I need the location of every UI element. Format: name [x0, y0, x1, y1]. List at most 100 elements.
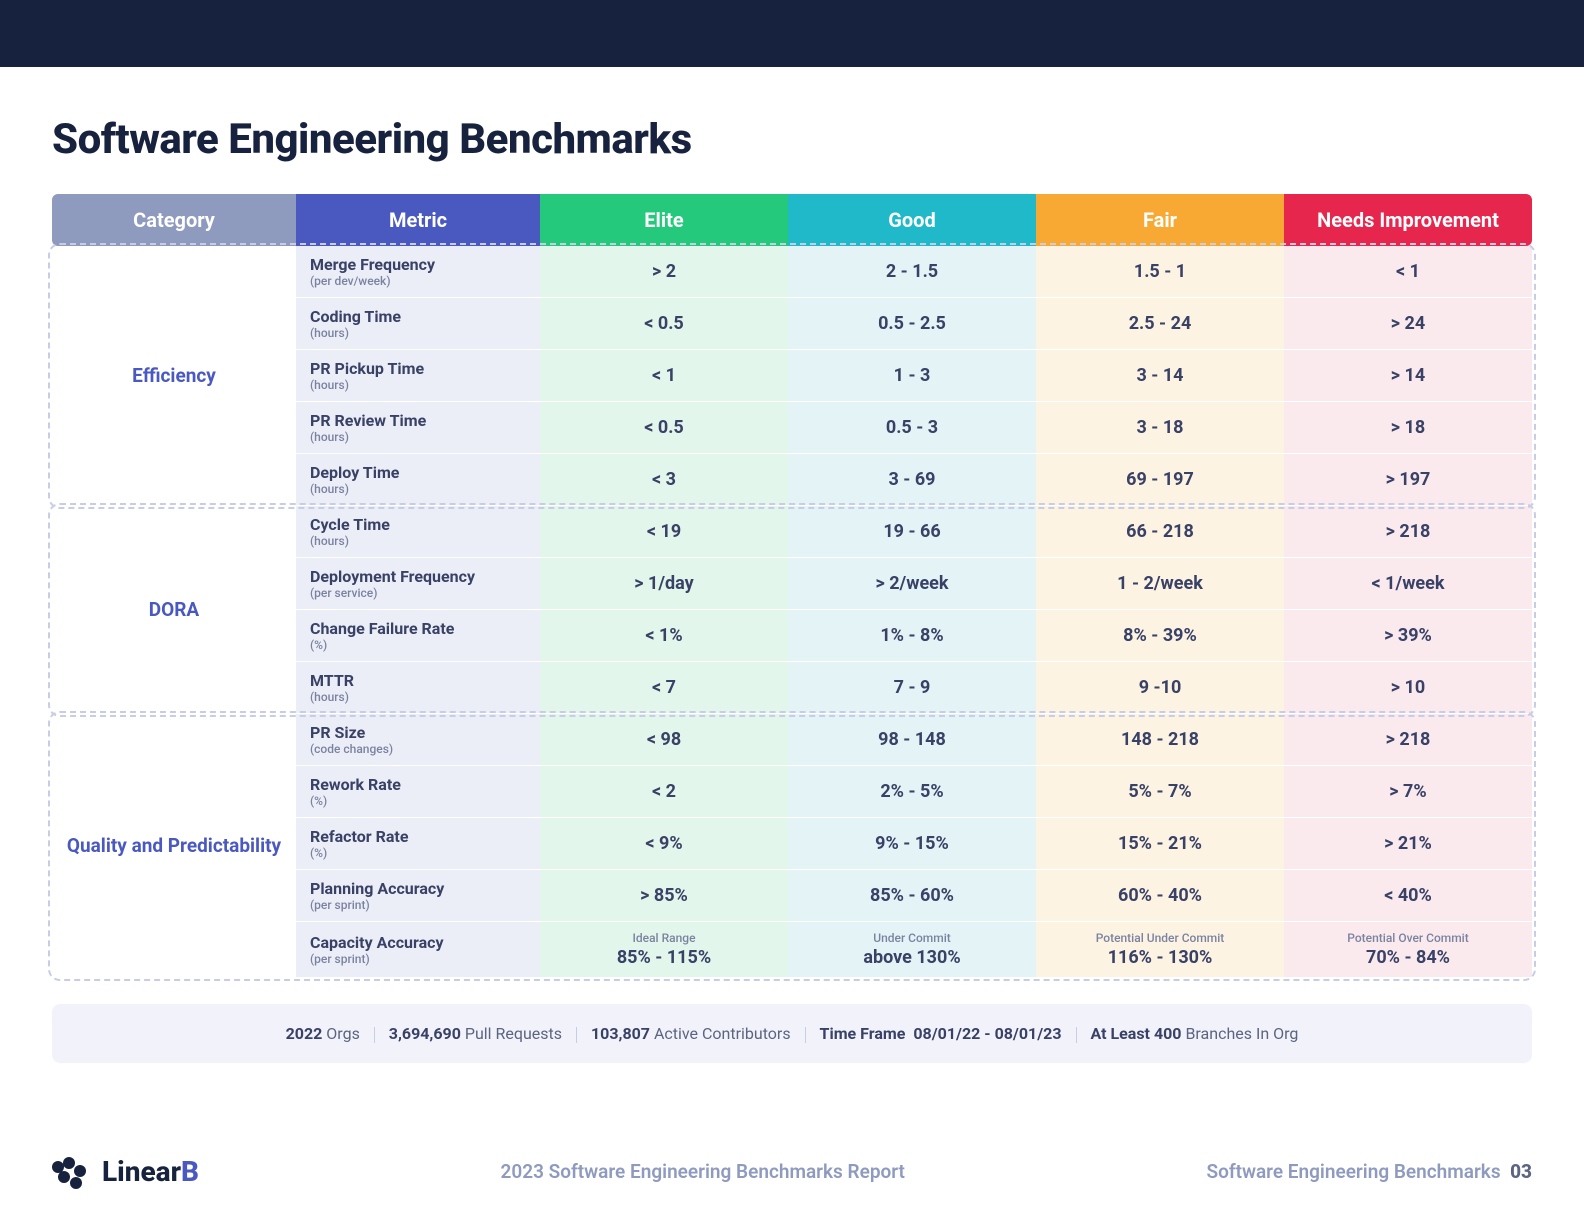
benchmarks-table: Category Metric Elite Good Fair Needs Im… [52, 194, 1532, 978]
metric-unit: (per dev/week) [310, 274, 526, 288]
metric-unit: (per sprint) [310, 898, 526, 912]
brand-main: Linear [102, 1155, 181, 1188]
value-text: 8% - 39% [1123, 625, 1197, 646]
top-bar [0, 0, 1584, 67]
value-text: < 7 [652, 677, 676, 698]
value-text: > 21% [1384, 833, 1432, 854]
metric-name: Planning Accuracy [310, 879, 526, 898]
value-text: 7 - 9 [894, 677, 931, 698]
value-cell-needs: > 218 [1284, 506, 1532, 558]
value-cell-fair: 15% - 21% [1036, 818, 1284, 870]
value-text: < 19 [647, 521, 681, 542]
footer-page-number: 03 [1510, 1160, 1532, 1183]
value-text: > 2/week [875, 573, 948, 594]
value-text: 2% - 5% [880, 781, 943, 802]
metric-unit: (per service) [310, 586, 526, 600]
value-cell-needs: < 40% [1284, 870, 1532, 922]
value-text: 85% - 115% [617, 947, 711, 968]
metric-name: Rework Rate [310, 775, 526, 794]
value-text: 85% - 60% [870, 885, 954, 906]
metric-name: Coding Time [310, 307, 526, 326]
metric-unit: (%) [310, 794, 526, 808]
value-text: < 2 [652, 781, 676, 802]
footer-section-name: Software Engineering Benchmarks [1206, 1160, 1500, 1183]
metric-unit: (%) [310, 846, 526, 860]
value-cell-elite: < 98 [540, 714, 788, 766]
metric-name: Refactor Rate [310, 827, 526, 846]
value-text: 9% - 15% [875, 833, 949, 854]
value-cell-needs: > 218 [1284, 714, 1532, 766]
stats-timeframe-label: Time Frame [820, 1024, 906, 1043]
value-text: > 24 [1391, 313, 1425, 334]
value-text: 98 - 148 [878, 729, 946, 750]
value-cell-good: 2% - 5% [788, 766, 1036, 818]
content-area: Software Engineering Benchmarks Category… [0, 67, 1584, 1063]
metric-cell: Deployment Frequency(per service) [296, 558, 540, 610]
value-text: 2 - 1.5 [886, 261, 938, 282]
value-cell-fair: 2.5 - 24 [1036, 298, 1284, 350]
page-title: Software Engineering Benchmarks [52, 115, 1532, 164]
value-cell-elite: < 1% [540, 610, 788, 662]
metric-cell: Planning Accuracy(per sprint) [296, 870, 540, 922]
value-cell-needs: > 7% [1284, 766, 1532, 818]
value-text: < 3 [652, 469, 676, 490]
value-text: > 1/day [634, 573, 693, 594]
value-cell-fair: 9 -10 [1036, 662, 1284, 714]
value-cell-good: 1 - 3 [788, 350, 1036, 402]
stats-branches-suffix: Branches In Org [1185, 1024, 1298, 1043]
value-cell-fair: 3 - 18 [1036, 402, 1284, 454]
value-text: 1 - 2/week [1117, 573, 1203, 594]
value-cell-elite: < 19 [540, 506, 788, 558]
category-cell: Quality and Predictability [52, 714, 296, 978]
metric-name: Deployment Frequency [310, 567, 526, 586]
value-cell-elite: < 2 [540, 766, 788, 818]
value-sublabel: Under Commit [802, 931, 1022, 945]
value-text: > 218 [1386, 521, 1431, 542]
metric-name: Deploy Time [310, 463, 526, 482]
value-cell-needs: > 10 [1284, 662, 1532, 714]
stats-year-label: Orgs [326, 1024, 360, 1043]
header-fair: Fair [1036, 194, 1284, 246]
value-text: above 130% [863, 947, 960, 968]
value-cell-elite: < 0.5 [540, 402, 788, 454]
stats-prs: 3,694,690 [389, 1024, 461, 1043]
value-text: 66 - 218 [1126, 521, 1194, 542]
metric-cell: PR Pickup Time(hours) [296, 350, 540, 402]
table-header-row: Category Metric Elite Good Fair Needs Im… [52, 194, 1532, 246]
metric-cell: PR Review Time(hours) [296, 402, 540, 454]
table-row: DORACycle Time(hours)< 1919 - 6666 - 218… [52, 506, 1532, 558]
value-cell-fair: 1 - 2/week [1036, 558, 1284, 610]
value-text: 69 - 197 [1126, 469, 1194, 490]
metric-name: PR Pickup Time [310, 359, 526, 378]
value-cell-fair: 60% - 40% [1036, 870, 1284, 922]
value-text: < 1 [1396, 261, 1420, 282]
value-cell-needs: > 21% [1284, 818, 1532, 870]
value-cell-elite: > 2 [540, 246, 788, 298]
metric-name: Capacity Accuracy [310, 933, 526, 952]
value-text: < 1/week [1372, 573, 1445, 594]
value-text: < 1% [645, 625, 682, 646]
value-text: 116% - 130% [1108, 947, 1213, 968]
value-cell-needs: > 39% [1284, 610, 1532, 662]
value-text: > 18 [1391, 417, 1425, 438]
metric-cell: Merge Frequency(per dev/week) [296, 246, 540, 298]
metric-name: PR Size [310, 723, 526, 742]
value-cell-good: 3 - 69 [788, 454, 1036, 506]
value-cell-good: > 2/week [788, 558, 1036, 610]
value-cell-elite: < 3 [540, 454, 788, 506]
value-text: 2.5 - 24 [1129, 313, 1192, 334]
value-cell-good: 85% - 60% [788, 870, 1036, 922]
metric-unit: (code changes) [310, 742, 526, 756]
value-text: 70% - 84% [1366, 947, 1450, 968]
header-good: Good [788, 194, 1036, 246]
stats-contributors-label: Active Contributors [654, 1024, 791, 1043]
value-text: 5% - 7% [1128, 781, 1191, 802]
footer-report-title: 2023 Software Engineering Benchmarks Rep… [501, 1160, 905, 1183]
page-footer: LinearB 2023 Software Engineering Benchm… [52, 1155, 1532, 1188]
value-sublabel: Ideal Range [554, 931, 774, 945]
value-text: > 85% [640, 885, 688, 906]
value-cell-needs: > 18 [1284, 402, 1532, 454]
value-text: 19 - 66 [883, 521, 940, 542]
value-text: > 10 [1391, 677, 1425, 698]
value-cell-elite: > 85% [540, 870, 788, 922]
